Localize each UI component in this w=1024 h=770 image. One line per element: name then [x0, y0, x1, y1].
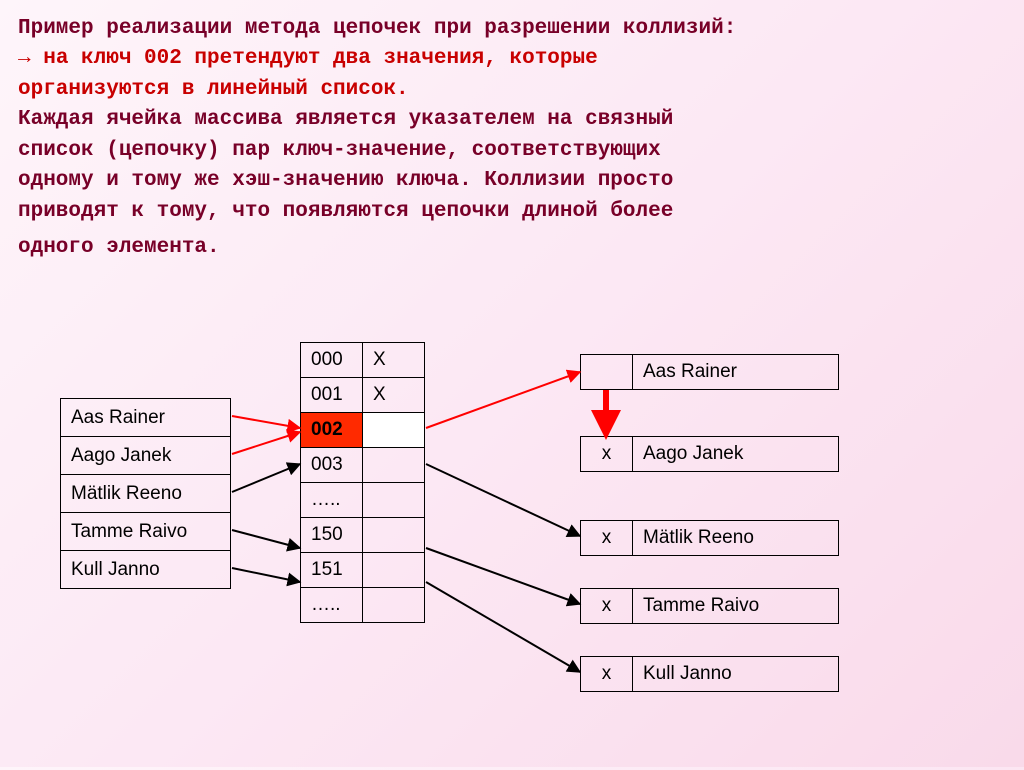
out-ptr: x — [581, 521, 633, 556]
output-node: Aas Rainer — [580, 354, 839, 390]
out-name: Aago Janek — [633, 437, 839, 472]
input-cell: Aago Janek — [61, 437, 231, 475]
input-cell: Kull Janno — [61, 551, 231, 589]
hash-key: ….. — [301, 588, 363, 623]
out-ptr — [581, 355, 633, 390]
hash-key-highlight: 002 — [301, 413, 363, 448]
out-name: Tamme Raivo — [633, 589, 839, 624]
out-ptr: x — [581, 657, 633, 692]
hash-key: 000 — [301, 343, 363, 378]
text-line7: приводят к тому, что появляются цепочки … — [18, 200, 673, 223]
hash-val: X — [363, 343, 425, 378]
hash-key: ….. — [301, 483, 363, 518]
text-line3: организуются в линейный список. — [18, 78, 409, 101]
hash-val: X — [363, 378, 425, 413]
out-name: Aas Rainer — [633, 355, 839, 390]
text-line2: на ключ 002 претендуют два значения, кот… — [31, 47, 598, 70]
input-cell: Tamme Raivo — [61, 513, 231, 551]
out-ptr: x — [581, 437, 633, 472]
hash-val — [363, 448, 425, 483]
hash-table: 000X 001X 002 003 ….. 150 151 ….. — [300, 342, 425, 623]
hash-val — [363, 553, 425, 588]
output-node: xKull Janno — [580, 656, 839, 692]
text-line6: одному и тому же хэш-значению ключа. Кол… — [18, 169, 673, 192]
hash-key: 001 — [301, 378, 363, 413]
out-name: Kull Janno — [633, 657, 839, 692]
hash-key: 150 — [301, 518, 363, 553]
input-table: Aas Rainer Aago Janek Mätlik Reeno Tamme… — [60, 398, 231, 589]
text-line4: Каждая ячейка массива является указателе… — [18, 108, 673, 131]
out-ptr: x — [581, 589, 633, 624]
output-node: xMätlik Reeno — [580, 520, 839, 556]
hash-key: 151 — [301, 553, 363, 588]
text-line5: список (цепочку) пар ключ-значение, соот… — [18, 139, 661, 162]
text-arrow: → — [18, 47, 31, 70]
input-cell: Mätlik Reeno — [61, 475, 231, 513]
explanation-text: Пример реализации метода цепочек при раз… — [18, 14, 1006, 264]
text-line8: одного элемента. — [18, 236, 220, 259]
output-node: xAago Janek — [580, 436, 839, 472]
hash-val — [363, 588, 425, 623]
text-line1: Пример реализации метода цепочек при раз… — [18, 17, 736, 40]
output-node: xTamme Raivo — [580, 588, 839, 624]
hash-val — [363, 413, 425, 448]
hash-val — [363, 483, 425, 518]
input-cell: Aas Rainer — [61, 399, 231, 437]
hash-key: 003 — [301, 448, 363, 483]
out-name: Mätlik Reeno — [633, 521, 839, 556]
hash-val — [363, 518, 425, 553]
